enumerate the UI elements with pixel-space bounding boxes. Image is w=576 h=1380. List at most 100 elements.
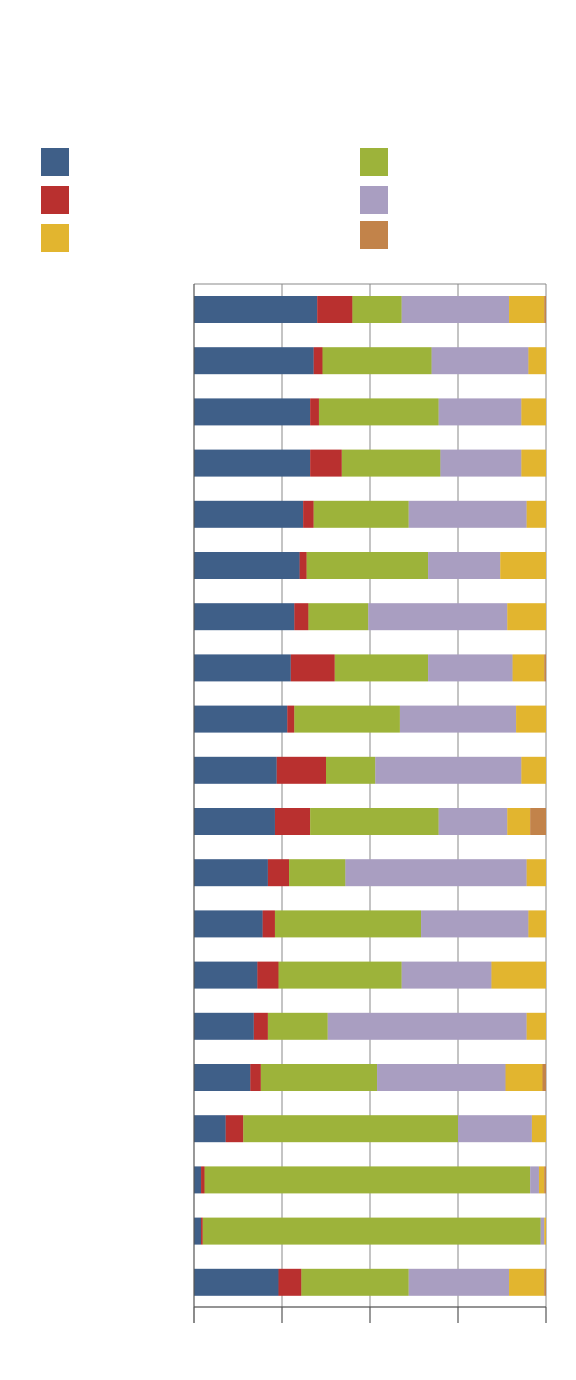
bar-segment-16-2 (250, 1064, 261, 1091)
bar-segment-8-1 (194, 654, 291, 682)
grid (194, 283, 547, 1307)
bar-segment-5-5 (526, 500, 546, 528)
bar-segment-19-5 (544, 1217, 546, 1245)
bar-segment-12-5 (526, 859, 546, 887)
bar-segment-15-3 (267, 1012, 328, 1040)
bar-segment-10-5 (521, 756, 546, 784)
bar-segment-1-1 (194, 296, 318, 323)
bar-segment-15-5 (526, 1012, 546, 1040)
bar-segment-2-1 (194, 347, 314, 375)
bar-segment-9-2 (287, 705, 295, 733)
bar-segment-16-6 (542, 1064, 546, 1091)
bar-segment-9-4 (399, 705, 517, 733)
bar-segment-14-5 (491, 961, 546, 989)
bar-segment-15-1 (194, 1012, 254, 1040)
bar-segment-19-4 (540, 1217, 545, 1245)
bar-segment-6-5 (500, 552, 546, 579)
axes (193, 284, 547, 1323)
bar-segment-4-5 (521, 449, 546, 477)
bar-segment-4-3 (341, 449, 441, 477)
bar-segment-9-3 (294, 705, 400, 733)
bar-segment-1-5 (509, 296, 545, 323)
bar-segment-12-3 (289, 859, 346, 887)
bar-segment-7-1 (194, 603, 295, 631)
bar-segment-8-5 (512, 654, 545, 682)
bar-segment-10-1 (194, 756, 277, 784)
bar-segment-8-3 (334, 654, 429, 682)
bar-segment-19-3 (202, 1217, 541, 1245)
bar-segment-12-1 (194, 859, 268, 887)
bar-segment-19-1 (194, 1217, 202, 1245)
bar-segment-6-1 (194, 552, 300, 579)
legend-swatch-4 (360, 148, 388, 176)
bar-segment-5-2 (303, 500, 314, 528)
bar-segment-18-4 (530, 1166, 539, 1194)
bar-segment-7-2 (294, 603, 309, 631)
bar-segment-20-5 (509, 1268, 545, 1296)
bar-segment-17-4 (458, 1115, 532, 1143)
bar-segment-3-3 (318, 398, 439, 426)
bar-segment-11-6 (530, 808, 546, 835)
bar-segment-20-2 (278, 1268, 302, 1296)
bar-segment-20-6 (544, 1268, 546, 1296)
bar-segment-17-5 (531, 1115, 546, 1143)
bar-segment-11-4 (438, 808, 508, 835)
bar-segment-6-4 (428, 552, 501, 579)
bar-segment-13-4 (421, 910, 529, 938)
bar-segment-16-3 (260, 1064, 378, 1091)
bar-segment-2-3 (322, 347, 432, 375)
bar-segment-11-1 (194, 808, 275, 835)
bar-segment-2-2 (313, 347, 323, 375)
bar-segment-9-1 (194, 705, 288, 733)
bar-segment-5-3 (313, 500, 409, 528)
bar-segment-14-2 (257, 961, 279, 989)
bar-segment-20-3 (301, 1268, 409, 1296)
bar-segment-14-4 (401, 961, 492, 989)
legend-swatch-2 (41, 186, 69, 214)
bar-segment-18-5 (538, 1166, 545, 1194)
bar-segment-13-3 (274, 910, 422, 938)
bar-segment-1-3 (352, 296, 402, 323)
legend (41, 148, 388, 252)
bar-segment-10-4 (375, 756, 522, 784)
bar-segment-17-1 (194, 1115, 226, 1143)
bar-segment-18-3 (204, 1166, 531, 1194)
bar-segment-1-6 (544, 296, 546, 323)
legend-swatch-1 (41, 148, 69, 176)
bar-segment-7-5 (507, 603, 546, 631)
bar-segment-18-6 (544, 1166, 546, 1194)
bar-segment-11-3 (310, 808, 439, 835)
legend-swatch-5 (360, 186, 388, 214)
legend-swatch-3 (41, 224, 69, 252)
bar-segment-10-2 (276, 756, 326, 784)
bar-segment-3-1 (194, 398, 311, 426)
bar-segment-17-2 (225, 1115, 244, 1143)
bar-segment-17-3 (243, 1115, 458, 1143)
bar-segment-5-4 (408, 500, 527, 528)
legend-swatch-6 (360, 221, 388, 249)
bar-segment-7-4 (368, 603, 508, 631)
bar-segment-19-2 (201, 1217, 203, 1245)
bar-segment-8-4 (428, 654, 513, 682)
bar-segment-15-2 (253, 1012, 268, 1040)
bar-segment-11-5 (507, 808, 531, 835)
bar-segment-18-2 (201, 1166, 205, 1194)
bar-segment-3-2 (310, 398, 319, 426)
bar-segment-1-4 (401, 296, 510, 323)
bar-segment-16-1 (194, 1064, 251, 1091)
bar-segment-7-3 (308, 603, 369, 631)
bar-segment-4-1 (194, 449, 311, 477)
bar-segment-12-4 (345, 859, 527, 887)
bar-segment-10-3 (326, 756, 376, 784)
bar-segment-13-5 (528, 910, 546, 938)
bar-segment-9-5 (516, 705, 546, 733)
bar-segment-12-2 (267, 859, 290, 887)
bar-segment-18-1 (194, 1166, 202, 1194)
bar-segment-2-5 (528, 347, 546, 375)
bar-segment-6-2 (299, 552, 307, 579)
bar-segment-5-1 (194, 500, 304, 528)
bar-segment-20-4 (408, 1268, 510, 1296)
bars (194, 296, 546, 1296)
bar-segment-11-2 (274, 808, 311, 835)
